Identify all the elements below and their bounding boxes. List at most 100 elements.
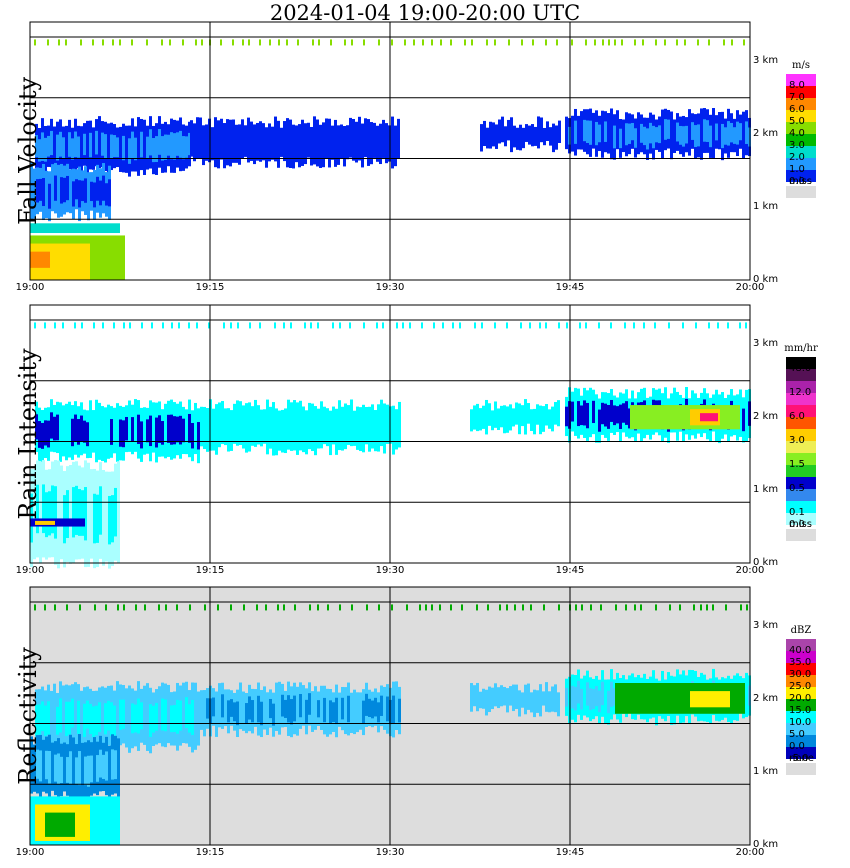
echo-cell (571, 685, 574, 709)
echo-cell (607, 113, 610, 154)
legend-swatch (786, 501, 816, 513)
echo-cell (239, 682, 242, 730)
echo-cell (155, 136, 158, 163)
echo-cell (176, 604, 178, 611)
legend-label: 2.0 (789, 152, 805, 163)
echo-cell (56, 134, 59, 161)
echo-cell (30, 518, 85, 527)
echo-cell (188, 322, 190, 329)
echo-cell (244, 125, 247, 157)
echo-cell (143, 407, 146, 455)
echo-cell (289, 119, 292, 169)
echo-cell (77, 700, 80, 734)
echo-cell (286, 118, 289, 168)
echo-cell (68, 701, 71, 735)
echo-cell (98, 702, 101, 732)
echo-cell (102, 39, 104, 46)
echo-cell (551, 406, 554, 432)
echo-cell (421, 322, 423, 329)
echo-cell (105, 471, 108, 562)
echo-cell (633, 322, 635, 329)
echo-cell (254, 399, 257, 447)
echo-cell (83, 133, 86, 156)
legend-swatch (786, 158, 816, 170)
echo-cell (194, 682, 197, 750)
echo-cell (634, 604, 636, 611)
echo-cell (223, 123, 226, 169)
echo-cell (94, 604, 96, 611)
echo-cell (119, 699, 122, 731)
echo-cell (95, 399, 98, 463)
echo-cell (709, 125, 712, 148)
echo-cell (74, 322, 76, 329)
echo-cell (119, 126, 122, 172)
echo-cell (296, 402, 299, 455)
echo-cell (272, 402, 275, 456)
echo-cell (84, 487, 87, 541)
echo-cell (89, 400, 92, 458)
echo-cell (99, 180, 102, 206)
echo-cell (522, 127, 525, 149)
echo-cell (44, 604, 46, 611)
echo-cell (691, 122, 694, 140)
echo-cell (464, 39, 466, 46)
echo-cell (700, 108, 703, 160)
echo-cell (598, 124, 601, 143)
echo-field (30, 39, 751, 280)
echo-cell (533, 408, 536, 435)
echo-cell (218, 683, 221, 728)
echo-cell (351, 39, 353, 46)
echo-cell (554, 684, 557, 713)
echo-cell (30, 493, 33, 543)
echo-cell (485, 689, 488, 716)
echo-cell (607, 690, 610, 714)
echo-cell (78, 180, 81, 208)
echo-cell (521, 692, 524, 708)
echo-cell (250, 121, 253, 161)
echo-cell (235, 124, 238, 163)
echo-cell (297, 39, 299, 46)
echo-cell (34, 604, 36, 611)
chart-main-title: 2024-01-04 19:00-20:00 UTC (269, 1, 581, 25)
echo-cell (116, 681, 119, 743)
x-tick-label: 19:15 (195, 282, 225, 293)
echo-cell (554, 402, 557, 425)
echo-cell (308, 402, 311, 450)
echo-cell (78, 489, 81, 536)
echo-cell (540, 117, 543, 143)
echo-cell (299, 693, 302, 718)
legend-missing-label: miss (789, 519, 812, 530)
echo-cell (33, 168, 36, 219)
echo-cell (338, 692, 341, 727)
echo-cell (105, 604, 107, 611)
echo-cell (93, 182, 96, 208)
x-tick-label: 19:45 (555, 847, 585, 858)
echo-cell (305, 410, 308, 455)
echo-cell (221, 694, 224, 718)
echo-cell (271, 126, 274, 160)
echo-cell (577, 680, 580, 704)
echo-cell (717, 322, 719, 329)
echo-cell (669, 604, 671, 611)
echo-cell (601, 110, 604, 158)
echo-cell (236, 400, 239, 446)
x-tick-label: 19:15 (195, 847, 225, 858)
echo-cell (188, 704, 191, 733)
legend (786, 357, 816, 541)
echo-cell (514, 604, 516, 611)
echo-cell (227, 408, 230, 452)
echo-cell (277, 120, 280, 168)
echo-cell (533, 689, 536, 718)
echo-cell (512, 684, 515, 712)
echo-cell (203, 690, 206, 737)
echo-cell (586, 120, 589, 143)
echo-cell (197, 691, 200, 746)
echo-cell (349, 117, 352, 158)
echo-cell (326, 688, 329, 737)
echo-cell (80, 690, 83, 752)
echo-cell (257, 695, 260, 723)
legend-missing-swatch (786, 186, 816, 198)
echo-cell (299, 400, 302, 451)
echo-cell (631, 122, 634, 141)
echo-cell (332, 702, 335, 723)
